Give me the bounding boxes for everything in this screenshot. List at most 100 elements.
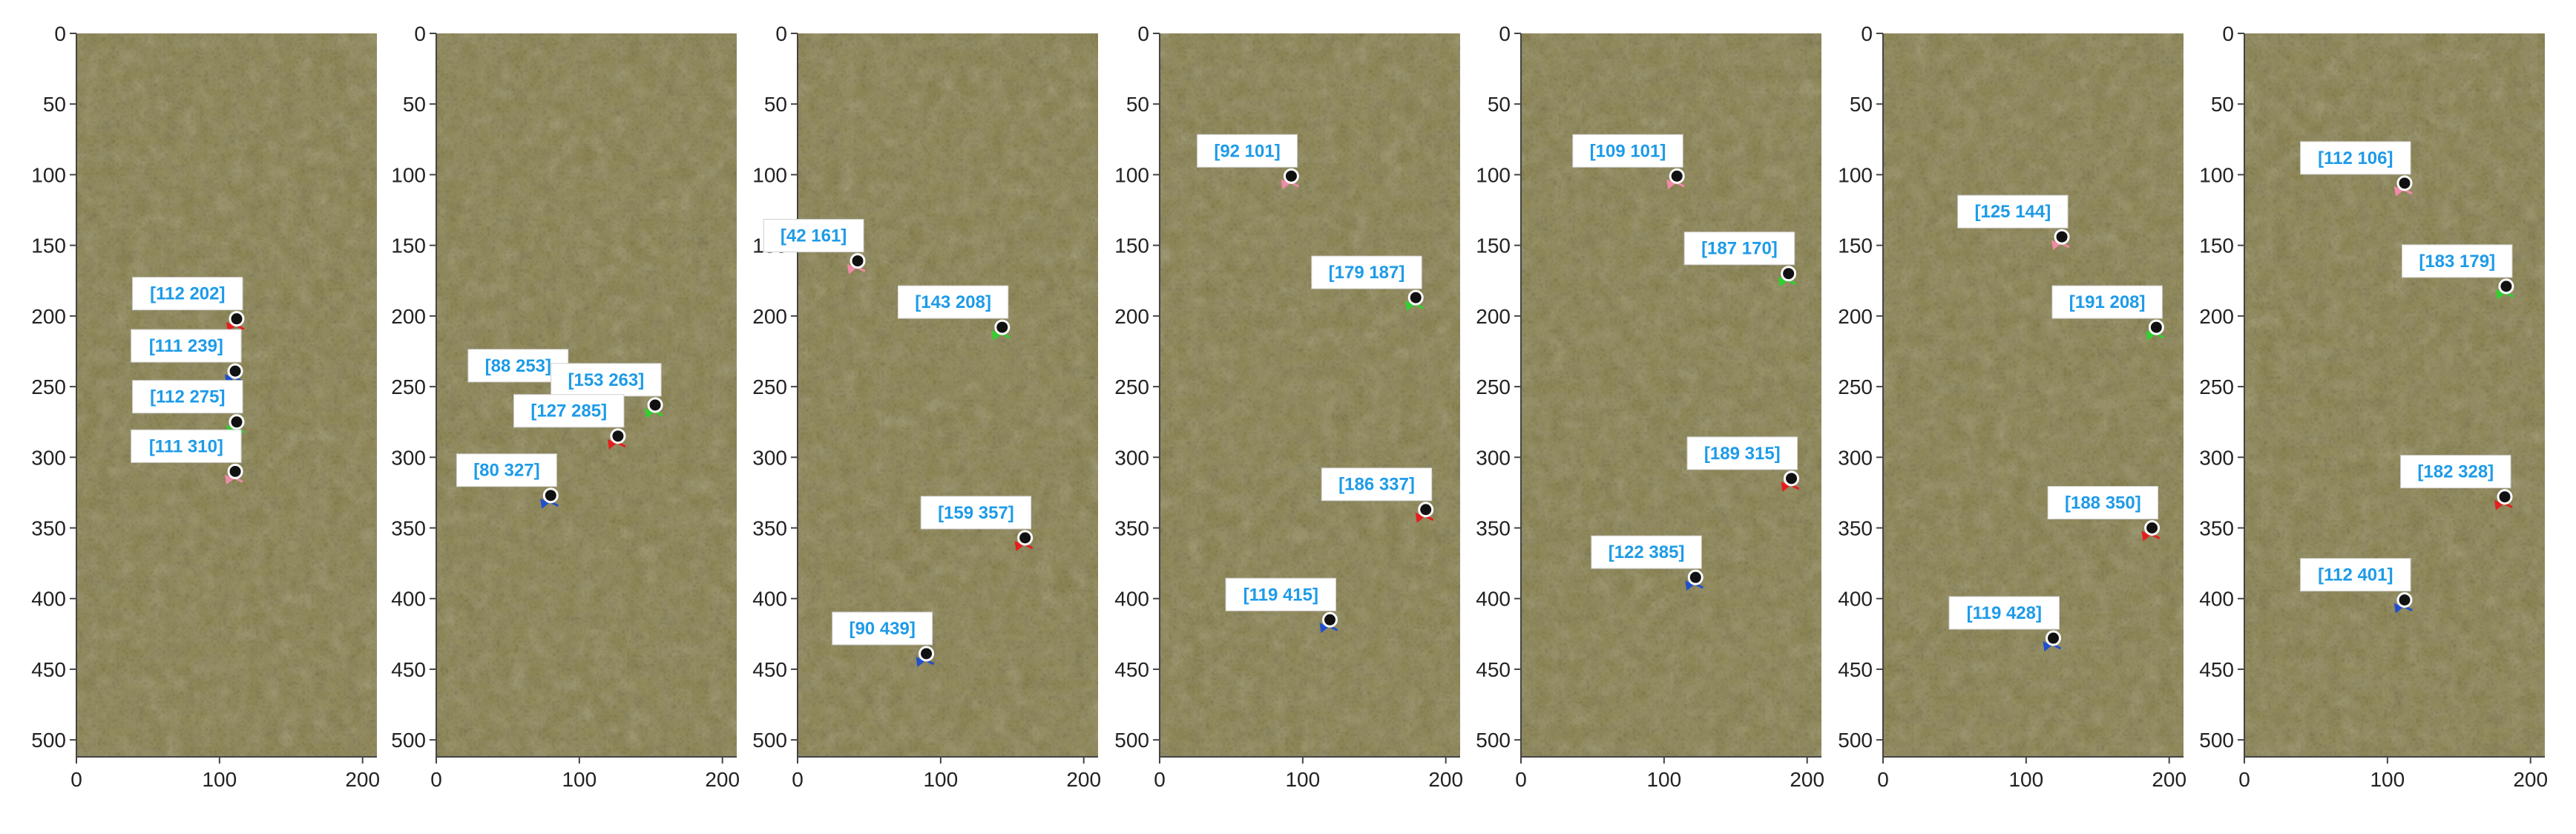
x-tick-label: 200 — [345, 768, 380, 791]
keypoint-marker — [1017, 530, 1034, 546]
y-tick-label: 200 — [752, 305, 787, 328]
keypoint-callout-box — [832, 611, 933, 646]
y-tick-label: 0 — [775, 22, 787, 45]
keypoint-label: [42 161] — [781, 226, 847, 246]
y-tick-label: 400 — [1476, 588, 1511, 611]
keypoint-label: [187 170] — [1701, 239, 1778, 259]
x-tick-label: 100 — [923, 768, 958, 791]
keypoint-arrow — [2043, 641, 2052, 652]
y-tick-label: 250 — [1476, 375, 1511, 398]
keypoint-callout-box — [2402, 244, 2513, 278]
keypoint-arrow — [991, 330, 1001, 341]
keypoint-arrow — [2494, 499, 2503, 510]
y-tick-label: 100 — [2199, 163, 2234, 186]
y-tick-label: 350 — [2199, 517, 2234, 540]
keypoint: [127 285] — [513, 394, 626, 450]
keypoint-callout-box — [1686, 436, 1798, 470]
keypoint-arrow — [2495, 289, 2505, 300]
keypoint-callout-box — [2047, 486, 2159, 520]
keypoint-callout-box — [897, 285, 1009, 319]
keypoint-label: [183 179] — [2419, 252, 2495, 272]
y-tick-label: 100 — [1114, 163, 1149, 186]
keypoint: [183 179] — [2402, 244, 2514, 300]
x-tick-label: 0 — [792, 768, 804, 791]
keypoint-label: [80 327] — [473, 461, 539, 481]
keypoint-label: [189 315] — [1704, 444, 1781, 464]
y-tick-label: 400 — [1114, 588, 1149, 611]
x-tick-label: 100 — [1646, 768, 1681, 791]
keypoint-marker — [1781, 266, 1797, 282]
y-tick-label: 250 — [752, 375, 787, 398]
x-tick-label: 200 — [1428, 768, 1463, 791]
y-tick-label: 100 — [1838, 163, 1873, 186]
keypoint-callout-box — [131, 329, 242, 363]
keypoint-arrow — [225, 474, 234, 485]
y-tick-label: 300 — [31, 446, 66, 469]
y-tick-label: 300 — [752, 446, 787, 469]
keypoint-arrow — [2051, 240, 2061, 251]
y-tick-label: 150 — [1114, 234, 1149, 257]
keypoint-marker — [229, 414, 245, 430]
x-tick-label: 100 — [2370, 768, 2405, 791]
keypoint-callout-box — [551, 363, 662, 397]
x-tick-label: 100 — [1285, 768, 1320, 791]
keypoint-marker — [2148, 319, 2164, 335]
y-tick-label: 400 — [391, 588, 426, 611]
keypoint-arrow — [645, 407, 654, 418]
keypoint-arrow — [1415, 512, 1425, 523]
keypoint: [111 310] — [131, 429, 243, 485]
y-tick-label: 250 — [31, 375, 66, 398]
keypoint-callout-box — [920, 496, 1032, 530]
keypoint-label: [112 401] — [2318, 565, 2393, 585]
y-tick-label: 50 — [764, 93, 787, 116]
keypoint-label: [188 350] — [2065, 493, 2141, 513]
keypoint-callout-box — [2300, 558, 2411, 592]
keypoint-arrow — [1685, 580, 1695, 591]
y-tick-label: 300 — [1476, 446, 1511, 469]
y-tick-label: 250 — [1838, 375, 1873, 398]
keypoint: [90 439] — [832, 611, 935, 667]
keypoint-marker — [1687, 569, 1703, 585]
x-tick-label: 0 — [430, 768, 442, 791]
y-tick-label: 500 — [1476, 729, 1511, 752]
keypoint: [188 350] — [2047, 486, 2161, 542]
x-tick-label: 200 — [2152, 768, 2186, 791]
keypoint-label: [122 385] — [1609, 542, 1685, 562]
keypoint-label: [179 187] — [1329, 263, 1405, 283]
keypoint-marker — [542, 487, 559, 504]
y-tick-label: 250 — [1114, 375, 1149, 398]
x-tick-label: 100 — [562, 768, 597, 791]
keypoint: [189 315] — [1686, 436, 1800, 492]
keypoint-label: [119 428] — [1967, 603, 2042, 623]
y-tick-label: 300 — [391, 446, 426, 469]
keypoint-arrow — [916, 656, 925, 667]
y-tick-label: 350 — [1838, 517, 1873, 540]
keypoint-arrow — [1014, 540, 1024, 551]
keypoint-callout-box — [456, 453, 557, 487]
keypoint-callout-box — [1197, 134, 1298, 168]
keypoint-callout-box — [763, 219, 864, 253]
y-tick-label: 250 — [391, 375, 426, 398]
y-tick-label: 150 — [31, 234, 66, 257]
keypoint-label: [143 208] — [915, 292, 991, 312]
x-tick-label: 0 — [1154, 768, 1166, 791]
texture-image — [1883, 33, 2184, 757]
y-tick-label: 200 — [2199, 305, 2234, 328]
keypoint-callout-box — [1572, 134, 1683, 168]
keypoint: [182 328] — [2400, 455, 2513, 510]
keypoint-callout-box — [1311, 255, 1422, 289]
panel-3: 0501001502002503003504004505000100200[42… — [752, 22, 1101, 791]
keypoint-arrow — [1319, 623, 1329, 634]
y-tick-label: 50 — [1488, 93, 1511, 116]
keypoint-callout-box — [1591, 535, 1702, 569]
y-tick-label: 200 — [31, 305, 66, 328]
y-tick-label: 450 — [391, 658, 426, 681]
keypoint-arrow — [1405, 301, 1415, 312]
keypoint-label: [111 310] — [149, 436, 223, 456]
keypoint-marker — [2046, 630, 2061, 646]
keypoint-marker — [2396, 592, 2413, 608]
